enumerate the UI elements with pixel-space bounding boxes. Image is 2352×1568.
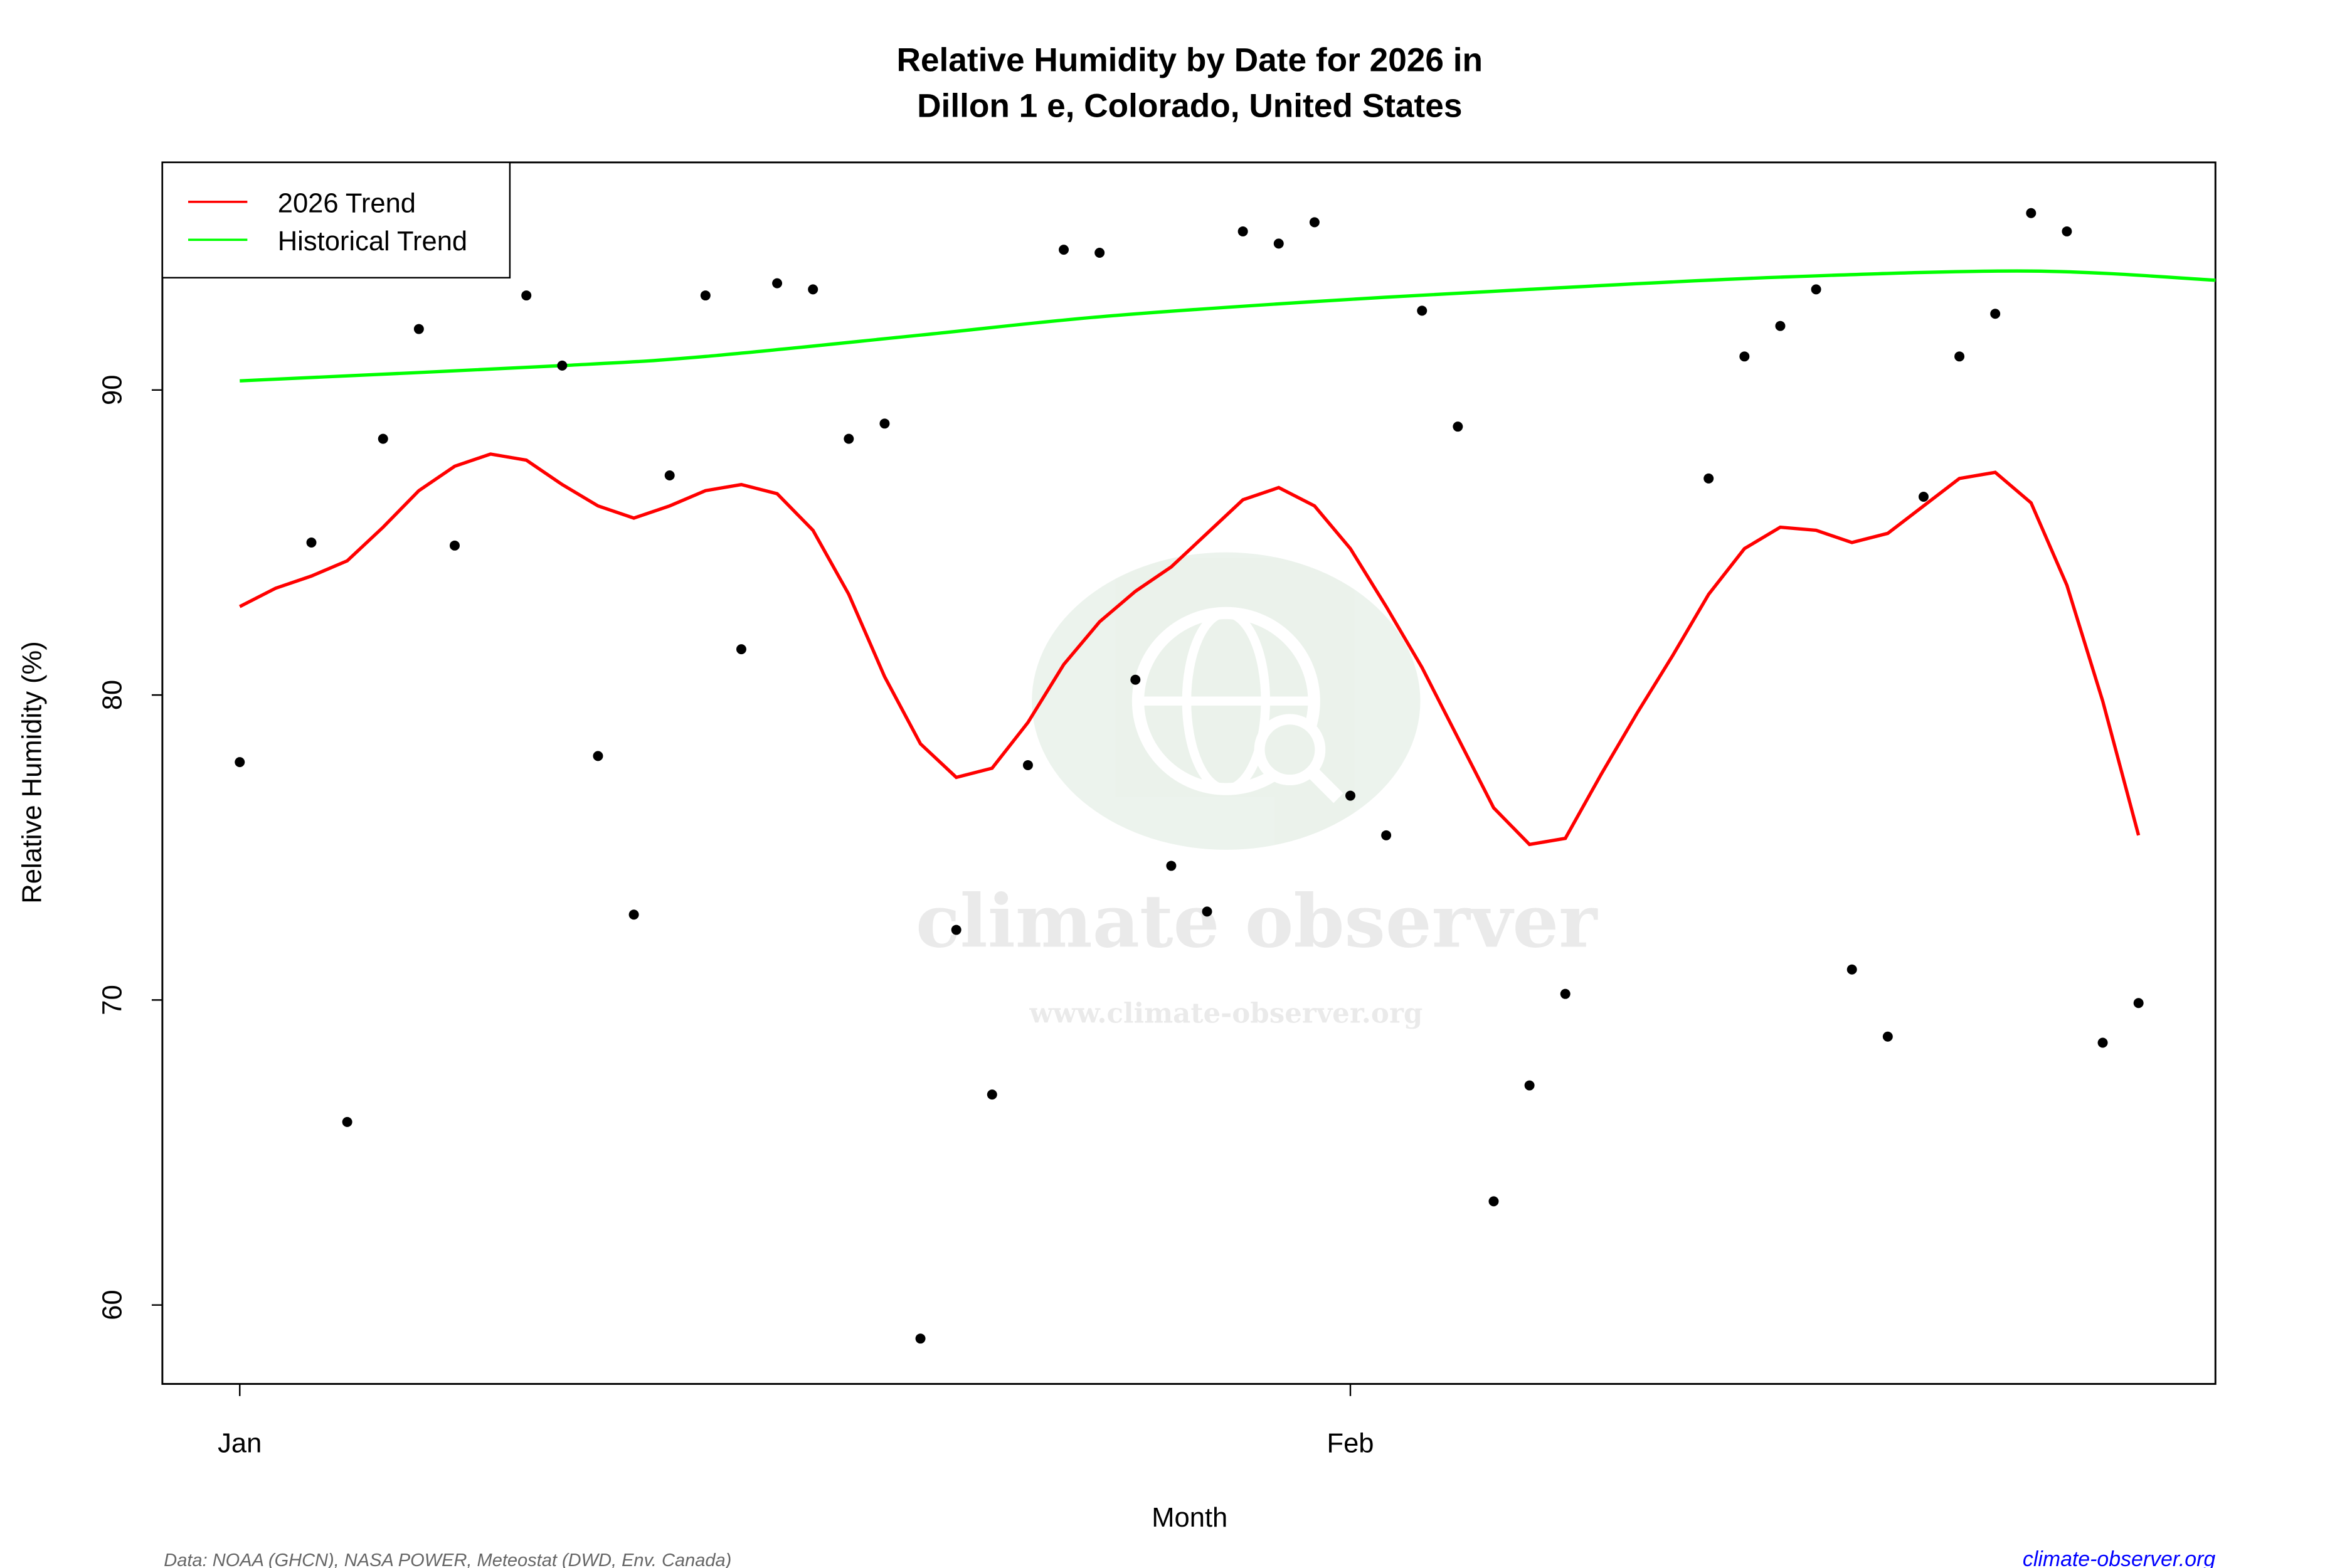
data-point (628, 909, 639, 920)
data-point (1811, 284, 1821, 295)
legend-label-2026: 2026 Trend (278, 189, 416, 219)
y-tick-label: 70 (98, 985, 128, 1015)
data-point (1166, 861, 1177, 871)
data-point (2026, 208, 2037, 218)
y-tick-label: 60 (98, 1290, 128, 1320)
data-point (1882, 1031, 1893, 1042)
data-point (235, 757, 245, 768)
data-point (1488, 1196, 1499, 1207)
data-point (879, 418, 890, 429)
source-link[interactable]: climate-observer.org (2023, 1547, 2216, 1568)
data-point (1453, 421, 1463, 432)
chart-title-line2: Dillon 1 e, Colorado, United States (917, 87, 1462, 124)
x-axis-label: Month (1152, 1503, 1227, 1533)
legend-label-historical: Historical Trend (278, 226, 467, 257)
data-point (1846, 964, 1857, 975)
data-point (987, 1089, 997, 1100)
data-point (521, 290, 532, 301)
data-point (1417, 305, 1428, 316)
data-point (1059, 245, 1069, 255)
y-tick-label: 80 (98, 680, 128, 710)
data-point (1775, 320, 1786, 331)
data-point (2062, 226, 2072, 236)
data-point (915, 1333, 926, 1344)
data-point (1560, 988, 1571, 999)
trend-2026-line (239, 452, 2141, 847)
watermark-logo (1032, 552, 1421, 850)
data-point (1273, 238, 1284, 249)
data-point (2133, 998, 2144, 1009)
data-point (1990, 309, 2001, 319)
source-note: Data: NOAA (GHCN), NASA POWER, Meteostat… (164, 1550, 731, 1568)
data-point (1524, 1080, 1535, 1091)
data-point (1345, 790, 1355, 801)
data-point (772, 278, 783, 289)
chart-title-line1: Relative Humidity by Date for 2026 in (896, 42, 1483, 79)
data-point (844, 433, 854, 444)
x-tick-label: Jan (218, 1428, 262, 1458)
data-point (1381, 830, 1392, 840)
data-point (1237, 226, 1248, 236)
data-point (378, 433, 388, 444)
data-point (1739, 351, 1750, 362)
data-point (736, 644, 746, 655)
data-point (593, 751, 603, 761)
watermark-name: climate observer (916, 879, 1598, 965)
watermark-url: www.climate-observer.org (1029, 998, 1422, 1030)
y-tick-label: 90 (98, 375, 128, 405)
x-tick-label: Feb (1327, 1428, 1374, 1458)
data-point (450, 540, 460, 551)
data-point (1703, 473, 1714, 484)
data-point (557, 360, 568, 371)
data-point (1309, 217, 1320, 228)
historical-trend-line (240, 269, 2216, 383)
data-point (1022, 760, 1033, 770)
y-axis-label: Relative Humidity (%) (17, 641, 47, 903)
data-point (1130, 674, 1141, 685)
data-point (700, 290, 711, 301)
data-point (342, 1116, 352, 1127)
data-point (664, 470, 675, 480)
data-point (1094, 247, 1105, 258)
data-point (413, 324, 424, 334)
data-point (808, 284, 818, 295)
data-point (1918, 492, 1929, 502)
data-point (306, 537, 317, 548)
data-point (951, 924, 961, 935)
data-point (1954, 351, 1965, 362)
plot-frame (161, 161, 2217, 1385)
legend: 2026 Trend Historical Trend (161, 161, 511, 278)
data-point (1202, 906, 1212, 917)
data-point (2097, 1037, 2108, 1048)
